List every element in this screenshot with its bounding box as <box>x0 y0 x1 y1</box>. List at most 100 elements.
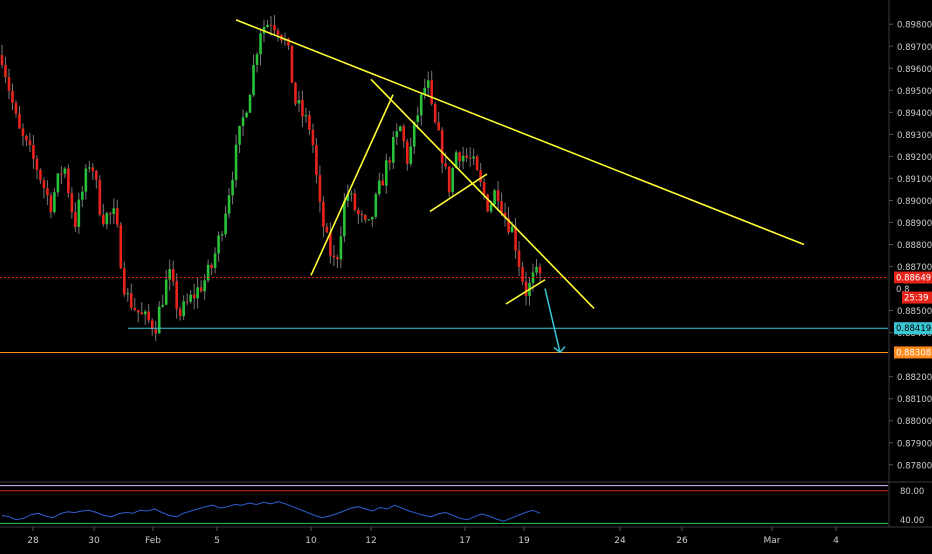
candle-body <box>336 257 339 260</box>
candle-body <box>482 182 486 195</box>
price-tick-label: 0.87900 <box>897 439 932 449</box>
price-badge-label: 25:39 <box>904 294 929 304</box>
candle-body <box>126 293 130 295</box>
candle-body <box>95 171 98 180</box>
price-tick-label: 0.88700 <box>897 263 932 273</box>
price-tick-label: 0.89000 <box>897 197 932 207</box>
price-tick-label: 0.88200 <box>897 373 932 383</box>
price-badge <box>894 322 932 335</box>
candle-body <box>46 188 49 196</box>
candle-body <box>322 201 325 227</box>
candle-body <box>175 281 178 309</box>
price-tick-label: 0.89400 <box>897 109 932 119</box>
candle-body <box>112 208 116 215</box>
candle-body <box>437 122 440 131</box>
candle-body <box>412 121 416 147</box>
time-tick-label: 10 <box>305 536 317 546</box>
candle-body <box>133 307 137 310</box>
candle-body <box>311 129 315 146</box>
candle-body <box>21 128 25 136</box>
price-tick-label: 0.89100 <box>897 175 932 185</box>
candle-body <box>287 38 290 46</box>
candle-body <box>388 160 392 163</box>
candle-body <box>273 25 276 31</box>
candle-body <box>468 157 472 159</box>
price-tick-label: 0.88100 <box>897 395 932 405</box>
candle-body <box>224 213 227 235</box>
time-tick-label: 4 <box>833 536 839 546</box>
candle-body <box>493 190 496 205</box>
price-tick-label: 0.89600 <box>897 65 932 75</box>
horizontal-levels[interactable] <box>0 277 888 353</box>
candle-body <box>332 255 336 258</box>
candle-body <box>157 306 161 334</box>
price-tick-label: 0.88900 <box>897 219 932 229</box>
candle-body <box>56 173 60 193</box>
candle-body <box>122 268 126 295</box>
candle-body <box>405 141 409 164</box>
candle-body <box>217 235 220 254</box>
candle-body <box>343 200 346 237</box>
candle-body <box>102 214 105 225</box>
candle-body <box>105 213 109 225</box>
candle-body <box>507 217 510 233</box>
candle-body <box>255 54 259 66</box>
time-axis[interactable]: 28 30 Feb 5 10 12 17 19 24 26 Mar 4 <box>0 526 932 546</box>
candle-body <box>325 226 329 233</box>
candle-body <box>91 167 95 172</box>
time-tick-label: Feb <box>145 536 161 546</box>
candle-body <box>391 136 395 163</box>
candle-body <box>535 266 538 273</box>
candle-body <box>384 160 388 186</box>
candle-body <box>42 180 46 189</box>
candle-body <box>63 168 67 174</box>
candle-body <box>143 311 147 315</box>
trendline-3 <box>429 173 488 213</box>
trendline-drawings[interactable] <box>235 19 805 354</box>
candle-body <box>164 279 168 305</box>
candle-body <box>294 82 297 104</box>
candle-body <box>381 180 385 186</box>
candle-body <box>517 250 521 268</box>
trendline-0 <box>235 19 805 246</box>
price-tick-label: 0.87800 <box>897 461 932 471</box>
candle-body <box>458 152 461 162</box>
candle-body <box>357 209 360 214</box>
candle-body <box>67 168 70 194</box>
candle-body <box>430 80 434 104</box>
candle-body <box>210 264 213 268</box>
candle-body <box>419 94 423 116</box>
candle-body <box>161 304 165 307</box>
trendline-1 <box>310 94 394 276</box>
candle-body <box>77 199 81 227</box>
price-tick-label: 0.88800 <box>897 241 932 251</box>
candle-body <box>32 145 35 159</box>
candle-body <box>318 175 322 202</box>
candle-body <box>433 103 437 123</box>
candle-body <box>227 195 231 214</box>
candle-body <box>496 190 500 202</box>
candle-body <box>479 170 482 183</box>
candle-body <box>11 90 14 103</box>
price-badge-label: 0.88308 <box>896 348 931 358</box>
candle-body <box>213 253 217 268</box>
candle-body <box>339 236 343 260</box>
candle-body <box>521 267 524 282</box>
candle-body <box>402 126 406 142</box>
candle-body <box>500 201 503 213</box>
candle-body <box>115 208 119 225</box>
candle-body <box>49 195 53 213</box>
candle-body <box>182 301 185 317</box>
osc-tick-label: 40.00 <box>900 516 924 526</box>
osc-tick-label: 80.00 <box>900 487 924 497</box>
candle-body <box>409 146 413 164</box>
candle-body <box>510 226 514 233</box>
price-tick-label: 0.88500 <box>897 307 932 317</box>
candle-body <box>4 64 7 78</box>
candle-body <box>14 102 18 114</box>
candle-body <box>259 33 262 55</box>
candle-body <box>489 204 493 212</box>
